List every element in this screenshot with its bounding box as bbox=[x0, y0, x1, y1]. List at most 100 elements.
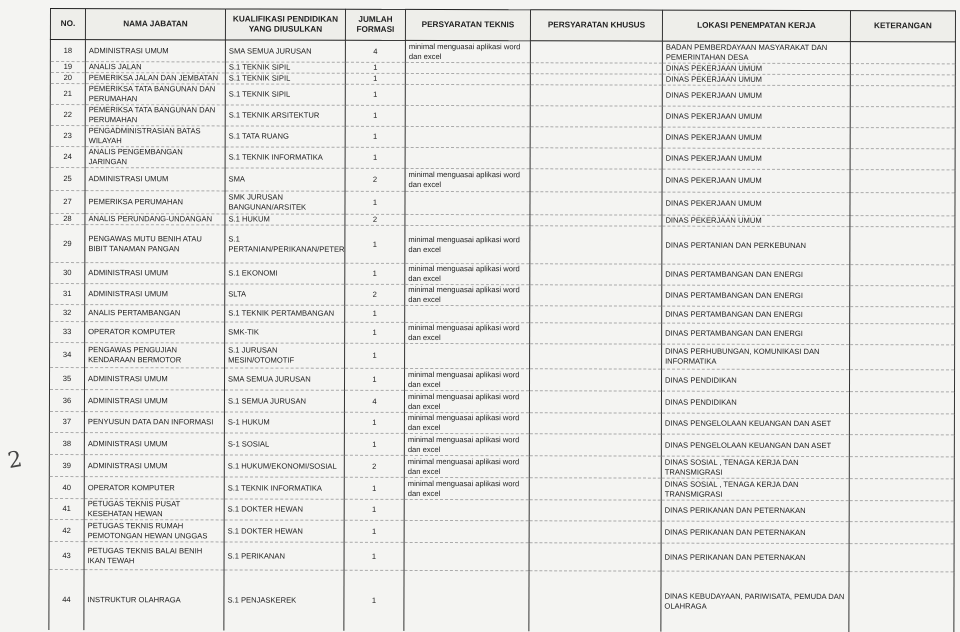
cell-lokasi: DINAS PEKERJAAN UMUM bbox=[661, 192, 851, 216]
cell-jumlah: 1 bbox=[344, 412, 405, 434]
cell-lokasi: DINAS PERHUBUNGAN, KOMUNIKASI DAN INFORM… bbox=[661, 344, 850, 370]
header-jumlah-line2: FORMASI bbox=[356, 24, 395, 34]
cell-teknis: minimal menguasai aplikasi word dan exce… bbox=[404, 263, 530, 285]
table-row: 23 PENGADMINISTRASIAN BATAS WILAYAH S.1 TA… bbox=[50, 125, 956, 149]
cell-nama-jabatan: PEMERIKSA PERUMAHAN bbox=[84, 190, 226, 214]
cell-teknis bbox=[405, 62, 531, 74]
cell-teknis bbox=[403, 570, 530, 631]
cell-kualifikasi: S.1 TEKNIK INFORMATIKA bbox=[225, 146, 346, 169]
table-row: 22 PEMERIKSA TATA BANGUNAN DAN PERUMAHAN S… bbox=[50, 104, 956, 128]
cell-khusus bbox=[529, 433, 662, 457]
cell-nama-jabatan: ANALIS PERTAMBANGAN bbox=[84, 304, 225, 322]
cell-jumlah: 1 bbox=[344, 225, 405, 264]
cell-no: 28 bbox=[49, 213, 85, 225]
cell-kualifikasi: S.1 TEKNIK ARSITEKTUR bbox=[225, 104, 346, 127]
cell-lokasi: DINAS PEKERJAAN UMUM bbox=[662, 63, 851, 75]
header-jumlah: JUMLAH FORMASI bbox=[345, 9, 406, 41]
cell-keterangan bbox=[849, 285, 955, 307]
cell-no: 41 bbox=[49, 498, 85, 520]
cell-keterangan bbox=[850, 41, 956, 64]
cell-no: 37 bbox=[49, 411, 85, 433]
cell-kualifikasi: S.1 HUKUM/EKONOMI/SOSIAL bbox=[224, 454, 345, 478]
header-keterangan: KETERANGAN bbox=[850, 10, 956, 42]
cell-khusus bbox=[529, 542, 662, 572]
cell-khusus bbox=[528, 570, 662, 632]
cell-teknis bbox=[404, 520, 530, 543]
cell-no: 22 bbox=[50, 104, 86, 126]
cell-kualifikasi: SMK-TIK bbox=[224, 321, 345, 344]
cell-no: 30 bbox=[49, 262, 85, 284]
table-row: 44 INSTRUKTUR OLAHRAGA S.1 PENJASKEREK 1 DIN… bbox=[48, 569, 955, 632]
cell-teknis bbox=[404, 499, 530, 521]
cell-khusus bbox=[529, 499, 662, 522]
header-no: NO. bbox=[50, 8, 86, 40]
cell-lokasi: DINAS PERTAMBANGAN DAN ENERGI bbox=[661, 285, 850, 307]
cell-kualifikasi: S-1 SOSIAL bbox=[224, 432, 345, 456]
table-row: 30 ADMINISTRASI UMUM S.1 EKONOMI 1 minimal m… bbox=[49, 262, 955, 286]
cell-no: 35 bbox=[49, 367, 85, 390]
cell-lokasi: DINAS SOSIAL , TENAGA KERJA DAN TRANSMIG… bbox=[661, 456, 850, 479]
header-row: NO. NAMA JABATAN KUALIFIKASI PENDIDIKAN Y… bbox=[50, 8, 956, 42]
table-row: 40 OPERATOR KOMPUTER S.1 TEKNIK INFORMATIK… bbox=[49, 476, 955, 501]
cell-lokasi: DINAS PERTAMBANGAN DAN ENERGI bbox=[661, 323, 850, 345]
cell-lokasi: DINAS KEBUDAYAAN, PARIWISATA, PEMUDA DAN… bbox=[660, 571, 850, 632]
cell-jumlah: 1 bbox=[345, 62, 406, 74]
cell-no: 44 bbox=[48, 569, 85, 630]
cell-lokasi: DINAS SOSIAL , TENAGA KERJA DAN TRANSMIG… bbox=[661, 478, 850, 501]
cell-khusus bbox=[530, 73, 663, 86]
cell-keterangan bbox=[849, 264, 955, 286]
cell-lokasi: DINAS PERIKANAN DAN PETERNAKAN bbox=[661, 521, 850, 544]
cell-jumlah: 1 bbox=[344, 542, 405, 571]
cell-khusus bbox=[529, 263, 662, 286]
cell-nama-jabatan: ADMINISTRASI UMUM bbox=[84, 283, 225, 305]
cell-keterangan bbox=[850, 74, 956, 86]
cell-keterangan bbox=[849, 543, 955, 572]
table-row: 36 ADMINISTRASI UMUM S.1 SEMUA JURUSAN 4 min… bbox=[49, 389, 955, 414]
cell-nama-jabatan: PETUGAS TEKNIS PUSAT KESEHATAN HEWAN bbox=[84, 498, 225, 520]
table-row: 42 PETUGAS TEKNIS RUMAH PEMOTONGAN HEWAN … bbox=[49, 519, 955, 544]
cell-khusus bbox=[529, 284, 662, 307]
cell-nama-jabatan: ADMINISTRASI UMUM bbox=[84, 262, 225, 284]
cell-lokasi: BADAN PEMBERDAYAAN MASYARAKAT DAN PEMERI… bbox=[662, 41, 851, 64]
cell-kualifikasi: S.1 TEKNIK SIPIL bbox=[225, 72, 346, 85]
cell-jumlah: 2 bbox=[344, 284, 405, 306]
table-row: 39 ADMINISTRASI UMUM S.1 HUKUM/EKONOMI/SOS… bbox=[49, 454, 955, 479]
cell-no: 29 bbox=[49, 224, 85, 263]
cell-teknis: minimal menguasai aplikasi word dan exce… bbox=[404, 368, 530, 391]
cell-jumlah: 1 bbox=[344, 433, 405, 456]
cell-keterangan bbox=[849, 226, 955, 265]
cell-khusus bbox=[530, 147, 663, 170]
header-kualifikasi-line2: YANG DIUSULKAN bbox=[248, 24, 323, 34]
cell-teknis: minimal menguasai aplikasi word dan exce… bbox=[404, 477, 530, 500]
cell-nama-jabatan: ANALIS PERUNDANG-UNDANGAN bbox=[84, 213, 225, 225]
cell-teknis: minimal menguasai aplikasi word dan exce… bbox=[405, 40, 531, 63]
cell-kualifikasi: S.1 HUKUM bbox=[224, 213, 345, 226]
table-row: 34 PENGAWAS PENGUJIAN KENDARAAN BERMOTOR S… bbox=[49, 342, 955, 370]
cell-keterangan bbox=[849, 344, 955, 370]
cell-teknis bbox=[404, 343, 530, 369]
cell-jumlah: 1 bbox=[344, 520, 405, 543]
cell-no: 34 bbox=[49, 342, 85, 368]
cell-keterangan bbox=[849, 478, 955, 501]
cell-kualifikasi: S.1 PERIKANAN bbox=[224, 541, 345, 571]
cell-teknis bbox=[404, 305, 530, 323]
header-nama-jabatan: NAMA JABATAN bbox=[85, 8, 226, 40]
cell-khusus bbox=[530, 126, 663, 149]
cell-nama-jabatan: PETUGAS TEKNIS BALAI BENIH IKAN TEWAH bbox=[84, 541, 225, 570]
cell-nama-jabatan: PENGADMINISTRASIAN BATAS WILAYAH bbox=[85, 125, 226, 147]
cell-jumlah: 1 bbox=[344, 191, 406, 215]
cell-jumlah: 1 bbox=[345, 84, 406, 106]
cell-lokasi: DINAS PEKERJAAN UMUM bbox=[662, 74, 851, 86]
header-kualifikasi-line1: KUALIFIKASI PENDIDIKAN bbox=[232, 14, 339, 24]
cell-khusus bbox=[529, 225, 662, 265]
cell-keterangan bbox=[849, 323, 955, 345]
cell-nama-jabatan: ADMINISTRASI UMUM bbox=[84, 432, 225, 455]
cell-lokasi: DINAS PENGELOLAAN KEUANGAN DAN ASET bbox=[661, 413, 850, 435]
cell-no: 25 bbox=[50, 167, 86, 191]
cell-no: 19 bbox=[50, 61, 86, 73]
cell-no: 18 bbox=[50, 39, 86, 62]
cell-teknis bbox=[405, 73, 531, 85]
cell-jumlah: 1 bbox=[343, 570, 405, 631]
cell-lokasi: DINAS PEKERJAAN UMUM bbox=[661, 215, 850, 227]
cell-kualifikasi: S.1 TEKNIK SIPIL bbox=[225, 61, 346, 74]
